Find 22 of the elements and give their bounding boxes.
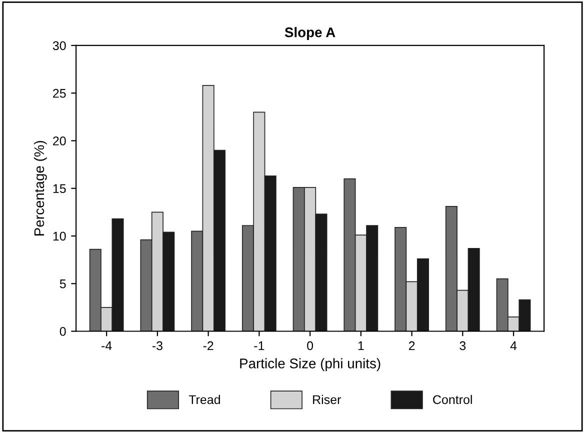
legend-label: Control: [433, 394, 472, 404]
y-tick-label: 20: [53, 136, 66, 146]
x-tick-label: -4: [102, 341, 112, 350]
x-tick-label: -2: [203, 341, 214, 350]
y-tick-label: 0: [60, 327, 66, 336]
chart-title: Slope A: [284, 27, 336, 40]
x-tick-label: -1: [254, 341, 264, 350]
y-axis-title: Percentage (%): [34, 140, 47, 236]
x-tick-label: 1: [358, 341, 364, 350]
x-tick-label: 3: [460, 341, 466, 350]
x-tick-label: -3: [152, 341, 162, 350]
x-tick-label: 4: [510, 341, 517, 350]
x-tick-label: 2: [408, 341, 415, 350]
y-tick-label: 10: [53, 232, 66, 241]
x-tick-label: 0: [307, 341, 314, 350]
x-axis-title: Particle Size (phi units): [240, 358, 380, 372]
y-tick-label: 30: [52, 41, 66, 50]
y-tick-label: 15: [53, 184, 66, 194]
legend-label: Tread: [188, 394, 220, 404]
legend-label: Riser: [313, 394, 341, 404]
y-tick-label: 5: [60, 280, 66, 288]
y-tick-label: 25: [53, 88, 66, 98]
